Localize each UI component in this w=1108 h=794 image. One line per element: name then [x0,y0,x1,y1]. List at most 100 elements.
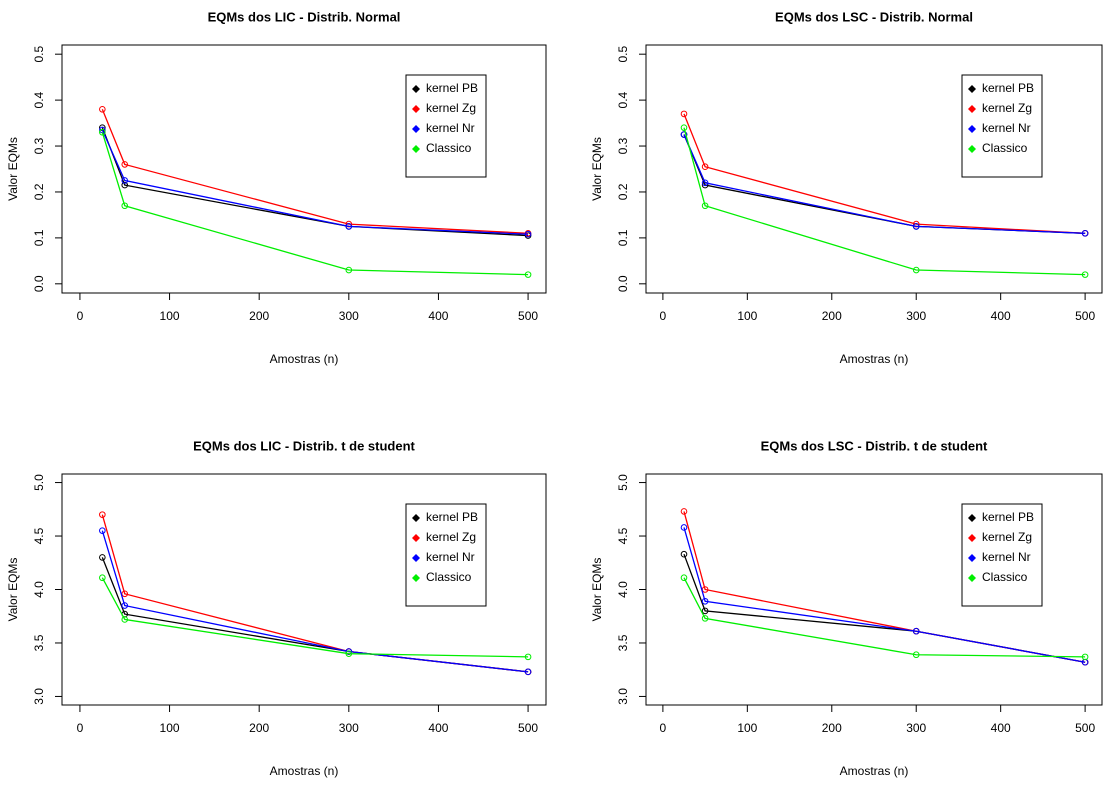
data-point [345,648,353,655]
x-axis-label: Amostras (n) [840,764,909,778]
series-line [683,134,1086,234]
x-tick-label: 200 [822,309,842,323]
series-line [101,109,529,234]
y-tick-label: 4.5 [616,527,630,544]
x-axis-label: Amostras (n) [270,764,339,778]
x-tick-label: 0 [660,309,667,323]
legend-marker [412,85,420,93]
legend-label: kernel PB [426,510,478,524]
x-axis-label: Amostras (n) [270,352,339,366]
legend-marker [968,574,976,582]
data-point [99,574,106,582]
data-point [99,128,106,136]
legend-label: kernel Nr [982,121,1031,135]
x-tick-label: 500 [518,721,538,735]
data-point [121,616,129,623]
data-point [701,202,709,210]
data-point [912,651,920,659]
y-tick-label: 5.0 [32,474,46,491]
chart-title: EQMs dos LSC - Distrib. t de student [761,438,988,453]
x-tick-label: 200 [822,721,842,735]
plot-frame [61,44,547,294]
data-point [524,271,532,278]
y-tick-label: 3.0 [616,688,630,705]
series-line [101,577,529,658]
y-tick-label: 0.3 [616,137,630,154]
y-axis-label: Valor EQMs [590,558,604,622]
series-line [101,530,529,673]
legend-label: kernel Zg [982,101,1032,115]
y-tick-label: 3.0 [32,688,46,705]
series-line [101,129,529,235]
legend-marker [968,145,976,153]
x-tick-label: 0 [77,309,84,323]
data-point [912,266,920,274]
legend-marker [968,534,976,542]
series-line [683,577,1086,658]
legend-label: kernel Zg [426,530,476,544]
chart-title: EQMs dos LIC - Distrib. Normal [208,9,401,24]
y-tick-label: 0.2 [32,183,46,200]
y-tick-label: 5.0 [616,474,630,491]
legend-label: kernel Zg [426,101,476,115]
legend-label: Classico [426,141,472,155]
data-point [345,223,353,230]
data-point [680,508,688,515]
x-tick-label: 300 [906,721,926,735]
legend-marker [968,514,976,522]
y-tick-label: 4.0 [616,581,630,598]
x-tick-label: 0 [660,721,667,735]
data-point [912,627,920,635]
y-tick-label: 3.5 [616,634,630,651]
data-point [701,179,709,187]
y-tick-label: 0.4 [32,91,46,108]
legend-label: kernel Zg [982,530,1032,544]
data-point [345,650,353,657]
x-tick-label: 300 [339,721,359,735]
data-point [524,668,532,676]
x-axis-label: Amostras (n) [840,352,909,366]
legend-label: Classico [426,570,472,584]
x-tick-label: 500 [1075,721,1095,735]
y-tick-label: 0.0 [616,275,630,292]
data-point [121,590,129,598]
y-tick-label: 0.5 [32,46,46,63]
data-point [121,177,129,184]
data-point [680,574,688,582]
legend-box [405,503,487,607]
x-tick-label: 400 [428,309,448,323]
y-tick-label: 0.3 [32,137,46,154]
legend-marker [412,514,420,522]
x-tick-label: 100 [737,309,757,323]
legend-label: kernel PB [982,81,1034,95]
data-point [99,527,106,534]
data-point [680,524,688,531]
y-tick-label: 4.5 [32,527,46,544]
legend-label: kernel PB [426,81,478,95]
plot-frame [645,44,1103,294]
legend-label: kernel Nr [426,550,475,564]
x-tick-label: 200 [249,309,269,323]
legend-label: Classico [982,570,1028,584]
data-point [1081,653,1089,661]
x-tick-label: 300 [906,309,926,323]
data-point [701,163,709,171]
x-tick-label: 400 [991,309,1011,323]
x-tick-label: 300 [339,309,359,323]
legend-marker [412,574,420,582]
x-tick-label: 500 [518,309,538,323]
x-tick-label: 100 [160,309,180,323]
series-line [683,527,1086,663]
chart-title: EQMs dos LIC - Distrib. t de student [193,438,415,453]
data-point [701,597,709,605]
data-point [680,550,688,558]
y-tick-label: 0.0 [32,275,46,292]
legend-marker [412,534,420,542]
legend-label: kernel PB [982,510,1034,524]
y-tick-label: 0.1 [616,229,630,246]
y-tick-label: 4.0 [32,581,46,598]
data-point [121,181,129,189]
x-tick-label: 400 [991,721,1011,735]
legend-marker [968,105,976,113]
